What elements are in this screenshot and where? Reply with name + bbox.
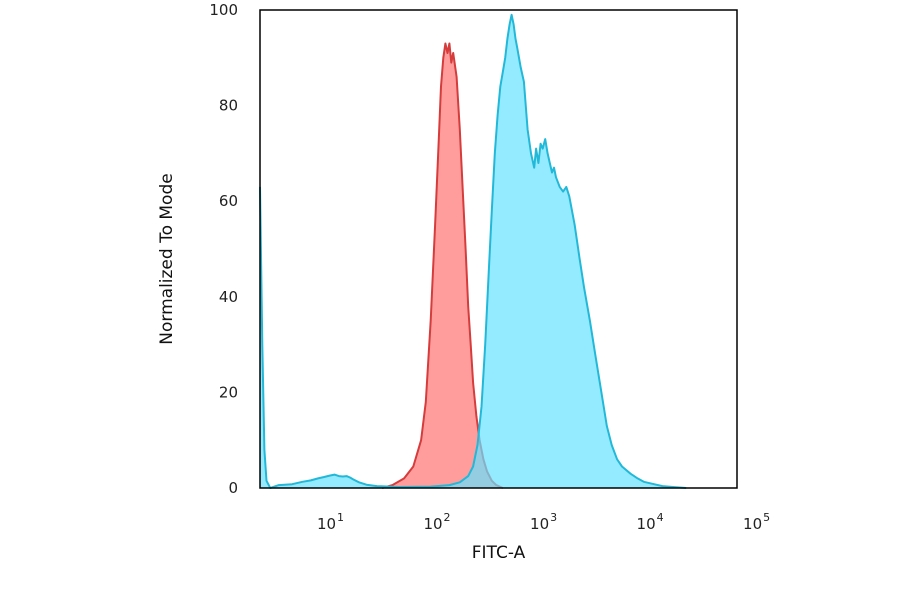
x-axis-ticks: 101 102 103 104 105 [317, 511, 770, 533]
y-tick-label: 0 [228, 479, 238, 497]
x-tick-label: 101 [317, 511, 344, 533]
y-tick-label: 40 [219, 288, 238, 306]
y-tick-label: 80 [219, 97, 238, 115]
series-layer [259, 13, 687, 489]
y-axis-label: Normalized To Mode [157, 173, 177, 344]
x-tick-label: 103 [530, 511, 557, 533]
y-axis-ticks: 0 20 40 60 80 100 [209, 1, 238, 497]
x-tick-label: 102 [423, 511, 450, 533]
x-tick-label: 104 [637, 511, 664, 533]
plot-frame [259, 9, 738, 489]
x-axis-label: FITC-A [472, 543, 526, 563]
histogram-series-2-outline [259, 13, 687, 489]
y-tick-label: 100 [209, 1, 238, 19]
x-tick-label: 105 [743, 511, 770, 533]
y-tick-label: 60 [219, 192, 238, 210]
y-tick-label: 20 [219, 383, 238, 401]
histogram-series-2-area [260, 14, 687, 489]
